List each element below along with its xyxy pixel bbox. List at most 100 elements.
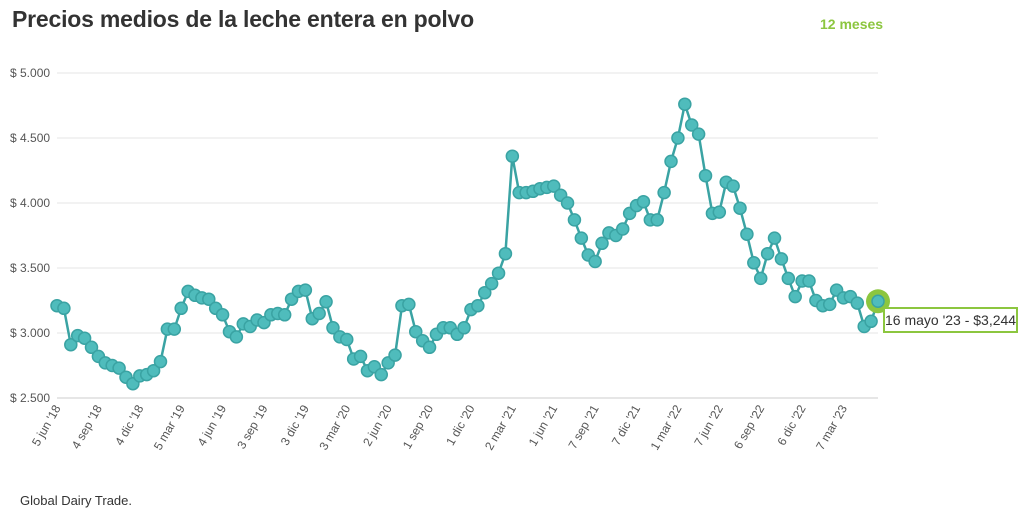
series-line-path bbox=[56, 102, 880, 385]
data-point bbox=[650, 213, 664, 227]
data-point bbox=[471, 298, 485, 313]
data-point bbox=[112, 361, 126, 375]
data-point bbox=[277, 308, 292, 322]
data-point bbox=[319, 295, 333, 309]
x-tick-label: 3 dic '19 bbox=[278, 402, 312, 448]
data-point bbox=[402, 297, 416, 312]
data-point bbox=[84, 340, 99, 355]
data-point bbox=[77, 331, 92, 345]
x-tick-label: 7 dic '21 bbox=[609, 402, 643, 448]
source-note: Global Dairy Trade. bbox=[20, 493, 132, 508]
data-point bbox=[422, 340, 437, 355]
data-point bbox=[388, 348, 402, 362]
data-point bbox=[491, 266, 506, 280]
data-point bbox=[595, 236, 609, 251]
data-point bbox=[802, 274, 816, 288]
data-point bbox=[174, 301, 188, 316]
y-tick-label: $ 5.000 bbox=[10, 66, 50, 80]
data-point bbox=[788, 289, 802, 304]
data-point bbox=[760, 246, 775, 261]
x-tick-label: 7 mar '23 bbox=[813, 402, 850, 452]
y-tick-label: $ 2.500 bbox=[10, 391, 50, 405]
data-point bbox=[767, 231, 782, 245]
data-point bbox=[774, 252, 789, 266]
data-point bbox=[146, 363, 161, 378]
data-point bbox=[698, 168, 713, 183]
chart-title: Precios medios de la leche entera en pol… bbox=[12, 6, 474, 32]
data-point bbox=[457, 321, 471, 335]
x-tick-label: 7 jun '22 bbox=[691, 402, 726, 448]
x-tick-label: 7 sep '21 bbox=[565, 402, 601, 451]
data-point bbox=[726, 179, 740, 193]
data-point bbox=[202, 292, 216, 306]
data-point bbox=[340, 332, 354, 347]
x-tick-label: 4 dic '18 bbox=[112, 402, 146, 448]
x-tick-label: 5 mar '19 bbox=[151, 402, 188, 452]
y-tick-label: $ 3.500 bbox=[10, 261, 50, 275]
data-point bbox=[505, 149, 520, 163]
data-point bbox=[353, 349, 368, 364]
data-point bbox=[484, 276, 499, 291]
data-point bbox=[167, 322, 182, 336]
data-point bbox=[740, 227, 754, 241]
data-point bbox=[153, 354, 168, 369]
line-chart: $ 5.000 $ 4.500 $ 4.000 $ 3.500 $ 3.000 $ 2.5… bbox=[10, 66, 890, 453]
x-tick-label: 1 jun '21 bbox=[526, 402, 561, 448]
data-point bbox=[822, 297, 837, 312]
data-point bbox=[215, 308, 230, 322]
data-point bbox=[615, 222, 630, 236]
data-point bbox=[678, 97, 692, 111]
data-point bbox=[498, 246, 513, 261]
data-point bbox=[753, 271, 768, 286]
x-tick-label: 1 sep '20 bbox=[400, 402, 436, 451]
data-point bbox=[657, 185, 671, 200]
x-tick-label: 1 mar '22 bbox=[648, 402, 685, 452]
data-point bbox=[588, 254, 602, 269]
data-point bbox=[574, 231, 589, 245]
data-point bbox=[671, 131, 685, 145]
y-tick-label: $ 3.000 bbox=[10, 326, 50, 340]
x-tick-label: 6 sep '22 bbox=[731, 402, 767, 451]
data-point bbox=[298, 283, 313, 297]
x-tick-label: 3 mar '20 bbox=[316, 402, 353, 452]
y-axis-labels: $ 5.000 $ 4.500 $ 4.000 $ 3.500 $ 3.000 $ 2.5… bbox=[10, 66, 50, 405]
data-point bbox=[691, 127, 706, 141]
data-point bbox=[864, 314, 878, 329]
data-point bbox=[409, 324, 423, 339]
x-tick-label: 5 jun '18 bbox=[29, 402, 64, 448]
x-tick-label: 4 jun '19 bbox=[195, 402, 230, 448]
series-points bbox=[50, 97, 878, 391]
series-line bbox=[56, 102, 880, 385]
data-point bbox=[57, 301, 71, 316]
y-tick-label: $ 4.000 bbox=[10, 196, 50, 210]
range-12-months-button[interactable]: 12 meses bbox=[820, 16, 884, 32]
data-point bbox=[712, 205, 727, 219]
data-point bbox=[312, 306, 326, 321]
data-point bbox=[560, 196, 575, 210]
data-point bbox=[781, 271, 796, 286]
x-tick-label: 6 dic '22 bbox=[774, 402, 808, 448]
data-point bbox=[850, 296, 865, 310]
y-tick-label: $ 4.500 bbox=[10, 131, 50, 145]
x-axis-labels: 5 jun '18 4 sep '18 4 dic '18 5 mar '19 4 ju… bbox=[29, 402, 850, 452]
data-point bbox=[664, 154, 678, 169]
data-point bbox=[374, 367, 389, 382]
data-point bbox=[733, 201, 747, 215]
data-point bbox=[567, 213, 582, 227]
data-point bbox=[477, 285, 492, 300]
x-tick-label: 3 sep '19 bbox=[234, 402, 270, 451]
tooltip: 16 mayo '23 - $3,244 bbox=[883, 307, 1018, 333]
x-tick-label: 2 jun '20 bbox=[360, 402, 395, 448]
x-tick-label: 2 mar '21 bbox=[482, 402, 519, 452]
x-tick-label: 1 dic '20 bbox=[443, 402, 477, 448]
data-point bbox=[636, 194, 651, 209]
data-point bbox=[326, 321, 340, 335]
data-point bbox=[546, 179, 561, 193]
data-point bbox=[64, 337, 78, 352]
data-point bbox=[229, 330, 244, 344]
data-point bbox=[684, 118, 699, 132]
data-point bbox=[747, 256, 761, 270]
grid-lines bbox=[57, 72, 878, 399]
x-tick-label: 4 sep '18 bbox=[69, 402, 105, 451]
data-point-latest bbox=[871, 294, 885, 309]
